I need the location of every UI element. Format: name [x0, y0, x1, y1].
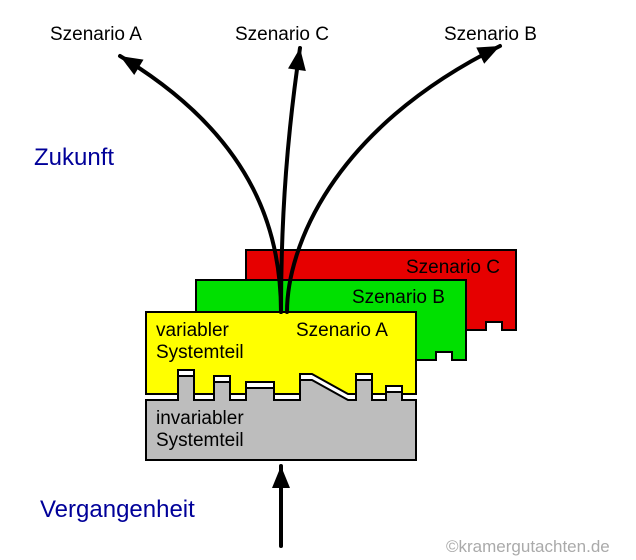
label-zukunft: Zukunft	[34, 144, 114, 172]
arrowhead-to-c	[288, 48, 306, 71]
label-scenarioA_top: Szenario A	[50, 24, 142, 46]
arrowhead-past	[272, 466, 290, 488]
label-variabler: variabler	[156, 320, 229, 342]
label-invariabler: invariabler	[156, 408, 244, 430]
label-scenarioC_top: Szenario C	[235, 24, 329, 46]
label-szenarioB_lbl: Szenario B	[352, 287, 445, 309]
diagram-svg	[0, 0, 636, 560]
label-szenarioA_lbl: Szenario A	[296, 320, 388, 342]
arrowhead-to-a	[120, 56, 143, 75]
label-vergangenheit: Vergangenheit	[40, 496, 195, 524]
label-szenarioC_lbl: Szenario C	[406, 257, 500, 279]
label-systemteil2: Systemteil	[156, 430, 244, 452]
label-copyright: ©kramergutachten.de	[446, 537, 610, 557]
diagram-canvas: Szenario A Szenario C Szenario B Zukunft Ver…	[0, 0, 636, 560]
label-scenarioB_top: Szenario B	[444, 24, 537, 46]
label-systemteil1: Systemteil	[156, 342, 244, 364]
